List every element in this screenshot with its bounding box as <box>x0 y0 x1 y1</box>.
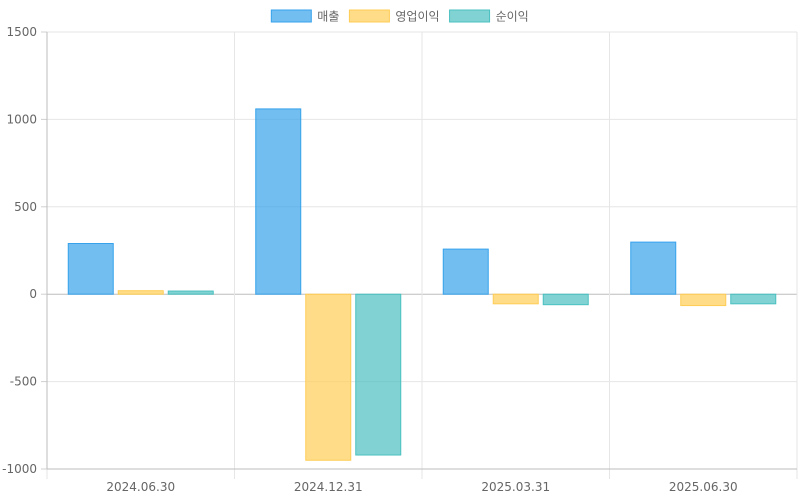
grid-lines <box>46 31 798 479</box>
bar-1-4[interactable] <box>630 241 677 295</box>
legend-swatch <box>270 9 312 23</box>
bar-2-3[interactable] <box>492 293 539 305</box>
y-tick-label: 1000 <box>6 112 37 126</box>
legend-label: 매출 <box>317 10 339 24</box>
bar-1-3[interactable] <box>442 248 489 295</box>
y-tick-label: 500 <box>14 200 37 214</box>
y-tick-labels: -1000 -500 0 500 1000 1500 <box>2 25 37 476</box>
y-tick-label: 0 <box>29 287 37 301</box>
legend-item-1[interactable]: 매출 <box>270 9 339 24</box>
legend-swatch <box>449 9 491 23</box>
y-tick-label: -500 <box>10 375 37 389</box>
legend-item-2[interactable]: 영업이익 <box>348 9 440 24</box>
bars <box>67 108 777 461</box>
x-tick-label: 2024.06.30 <box>106 480 175 494</box>
legend-item-3[interactable]: 순이익 <box>449 9 529 24</box>
legend[interactable]: 매출 영업이익 순이익 <box>270 9 529 24</box>
axes <box>41 31 797 470</box>
bar-3-3[interactable] <box>542 293 589 306</box>
bar-1-1[interactable] <box>67 243 114 295</box>
x-tick-label: 2024.12.31 <box>294 480 363 494</box>
bar-2-2[interactable] <box>305 293 352 461</box>
bar-2-4[interactable] <box>680 293 727 307</box>
y-tick-label: 1500 <box>6 25 37 39</box>
bar-3-4[interactable] <box>730 293 777 305</box>
x-tick-label: 2025.06.30 <box>669 480 738 494</box>
bar-2-1[interactable] <box>117 290 164 295</box>
bar-1-2[interactable] <box>255 108 302 295</box>
bar-3-1[interactable] <box>167 290 214 295</box>
bar-3-2[interactable] <box>355 293 402 456</box>
legend-swatch <box>348 9 390 23</box>
y-tick-label: -1000 <box>2 462 37 476</box>
x-tick-label: 2025.03.31 <box>481 480 550 494</box>
legend-label: 순이익 <box>496 10 529 24</box>
x-tick-labels: 2024.06.30 2024.12.31 2025.03.31 2025.06.30 <box>106 480 737 494</box>
legend-label: 영업이익 <box>395 10 439 24</box>
